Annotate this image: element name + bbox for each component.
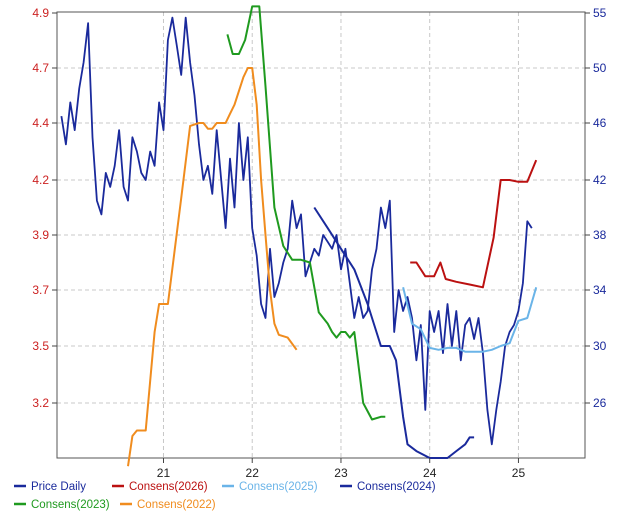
x-tick-label-0: 21 xyxy=(157,466,171,480)
right-axis: 26 30 34 38 42 46 50 55 xyxy=(585,6,607,410)
series-line-consens-2026 xyxy=(410,159,538,289)
x-tick-label-2: 23 xyxy=(334,466,348,480)
x-tick-label-4: 25 xyxy=(512,466,526,480)
x-tick-label-1: 22 xyxy=(246,466,260,480)
legend: Price Daily Consens(2026) Consens(2025) Con… xyxy=(14,481,436,511)
right-tick-label-1: 30 xyxy=(593,339,607,353)
left-axis: 3.2 3.5 3.7 3.9 4.2 4.4 4.7 4.9 xyxy=(32,6,57,410)
series-line-consens-2025 xyxy=(402,287,538,353)
right-tick-label-5: 46 xyxy=(593,116,607,130)
legend-label-price-daily: Price Daily xyxy=(31,481,86,493)
left-tick-label-2: 3.7 xyxy=(32,283,49,297)
series-line-consens-2024 xyxy=(313,206,475,459)
right-tick-label-4: 42 xyxy=(593,173,607,187)
right-tick-label-3: 38 xyxy=(593,228,607,242)
left-tick-label-1: 3.5 xyxy=(32,339,49,353)
right-tick-label-0: 26 xyxy=(593,396,607,410)
legend-label-consens-2022: Consens(2022) xyxy=(137,499,216,511)
left-tick-label-6: 4.7 xyxy=(32,61,49,75)
right-tick-label-7: 55 xyxy=(593,6,607,20)
series-line-price-daily xyxy=(60,16,533,446)
x-axis: 21 22 23 24 25 xyxy=(157,458,526,480)
left-tick-label-5: 4.4 xyxy=(32,116,49,130)
left-tick-label-4: 4.2 xyxy=(32,173,49,187)
grid xyxy=(57,12,585,458)
right-tick-label-6: 50 xyxy=(593,61,607,75)
legend-label-consens-2026: Consens(2026) xyxy=(129,481,208,493)
right-tick-label-2: 34 xyxy=(593,283,607,297)
left-tick-label-0: 3.2 xyxy=(32,396,49,410)
series-layer xyxy=(60,5,538,467)
legend-label-consens-2024: Consens(2024) xyxy=(357,481,436,493)
x-tick-label-3: 24 xyxy=(423,466,437,480)
legend-label-consens-2023: Consens(2023) xyxy=(31,499,110,511)
left-tick-label-7: 4.9 xyxy=(32,6,49,20)
series-line-consens-2023 xyxy=(226,5,386,421)
left-tick-label-3: 3.9 xyxy=(32,228,49,242)
legend-label-consens-2025: Consens(2025) xyxy=(239,481,318,493)
series-line-consens-2022 xyxy=(127,67,298,467)
